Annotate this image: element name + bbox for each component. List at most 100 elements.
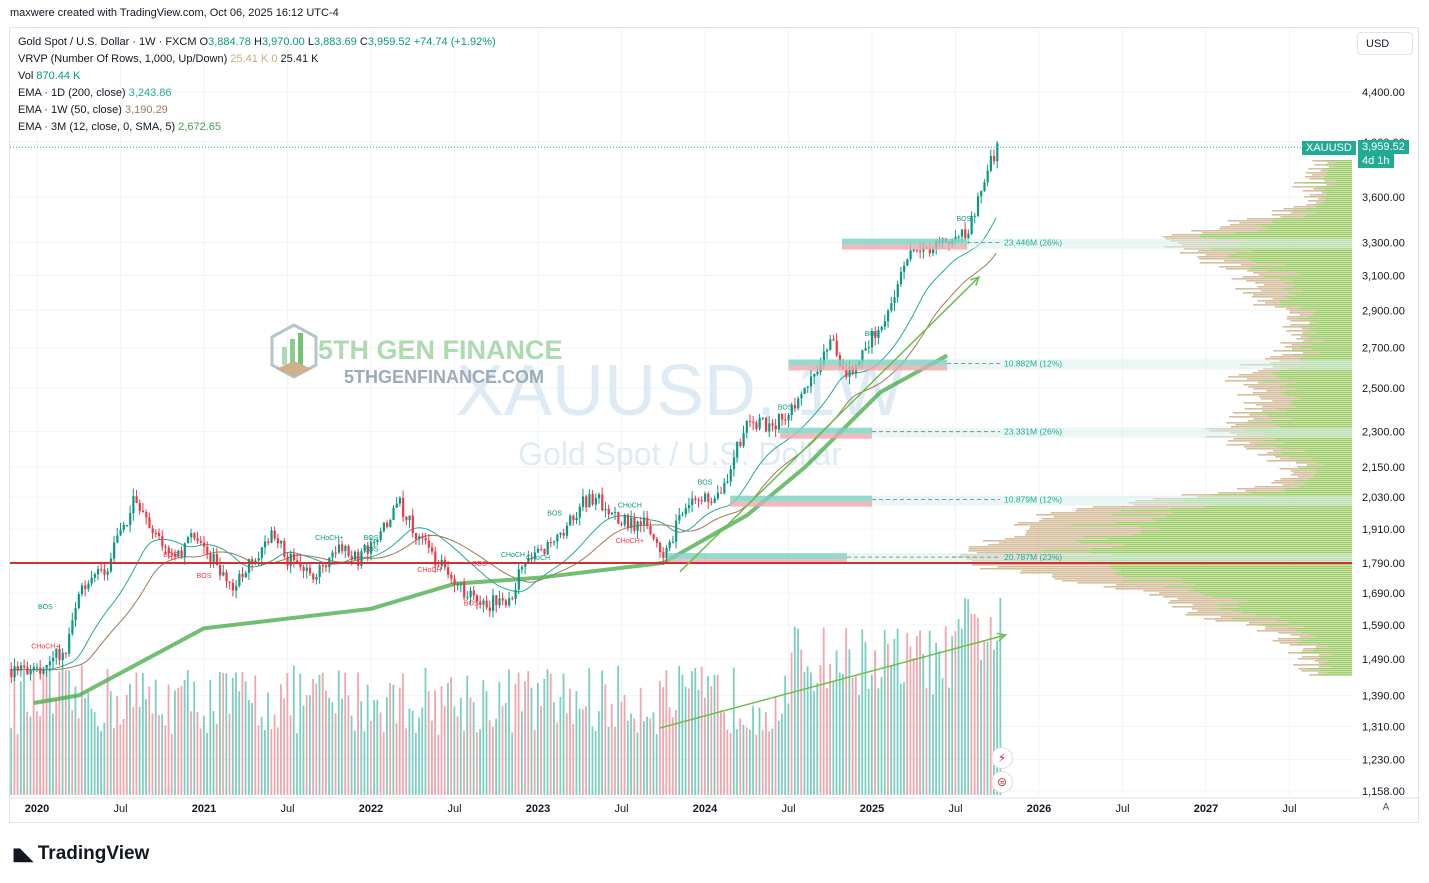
- candle-body: [527, 558, 530, 564]
- volume-bar: [691, 671, 693, 795]
- vp-bar-up: [1297, 642, 1352, 644]
- vp-bar-down: [1301, 650, 1313, 652]
- supply-zone: [668, 559, 847, 565]
- candle-body: [536, 548, 540, 553]
- vp-bar-down: [1025, 534, 1132, 536]
- volume-bar: [357, 672, 359, 795]
- volume-bar: [800, 649, 803, 795]
- candle-body: [540, 548, 543, 550]
- volume-bar: [508, 669, 510, 795]
- vp-bar-down: [1051, 576, 1124, 578]
- vp-bar-down: [1247, 270, 1269, 272]
- candle-body: [530, 558, 533, 560]
- candle-body: [158, 533, 161, 537]
- vp-bar-up: [1279, 370, 1352, 372]
- volume-bar: [299, 673, 302, 795]
- chart-frame[interactable]: [9, 27, 1419, 823]
- volume-bar: [379, 712, 382, 795]
- candle-body: [315, 577, 318, 580]
- vp-bar-down: [1228, 376, 1278, 378]
- vp-bar-up: [1254, 224, 1352, 226]
- volume-bar: [331, 702, 334, 795]
- footer-brand-text: TradingView: [37, 843, 150, 864]
- structure-label: BOS: [547, 510, 562, 517]
- candle-body: [790, 404, 793, 415]
- vp-bar-down: [1290, 470, 1318, 472]
- candle-body: [671, 541, 675, 543]
- volume-bar: [469, 697, 472, 795]
- volume-bar: [369, 721, 372, 795]
- time-tick-label: Jul: [113, 803, 127, 815]
- vp-bar-up: [1290, 400, 1352, 402]
- vp-bar-down: [1270, 356, 1304, 358]
- vp-bar-down: [1220, 616, 1280, 618]
- vp-bar-down: [1253, 294, 1295, 296]
- volume-bar: [960, 628, 963, 795]
- candle-body: [771, 423, 774, 426]
- candle-body: [341, 544, 344, 552]
- volume-bar: [186, 669, 189, 795]
- volume-bar: [919, 630, 921, 795]
- price-tick-label: 3,100.00: [1362, 270, 1405, 282]
- volume-bar: [360, 701, 363, 795]
- vp-bar-up: [1320, 656, 1352, 658]
- volume-bar: [546, 669, 549, 795]
- vp-bar-up: [1083, 536, 1352, 538]
- volume-bar: [687, 688, 690, 795]
- candle-body: [23, 665, 26, 668]
- volume-bar: [739, 718, 742, 795]
- volume-bar: [225, 673, 228, 795]
- vp-bar-down: [1198, 258, 1247, 260]
- volume-bar: [572, 723, 575, 795]
- vp-bar-down: [1026, 532, 1141, 534]
- volume-bar: [202, 715, 205, 795]
- volume-bar: [607, 726, 610, 795]
- volume-bar: [475, 732, 478, 795]
- currency-button[interactable]: USD: [1357, 32, 1413, 55]
- structure-label: BOS: [364, 546, 379, 553]
- volume-bar: [222, 672, 225, 795]
- volume-bar: [280, 684, 282, 795]
- volume-bar: [485, 691, 488, 795]
- volume-bar: [610, 703, 613, 795]
- volume-bar: [626, 720, 629, 795]
- vp-bar-down: [1293, 182, 1304, 184]
- price-tick-label: 4,400.00: [1362, 87, 1405, 99]
- candle-body: [77, 594, 80, 609]
- vp-bar-up: [1334, 184, 1352, 186]
- volume-bar: [64, 669, 67, 795]
- volume-bar: [466, 675, 469, 795]
- auto-scale-button[interactable]: A: [1382, 802, 1390, 813]
- volume-bar: [116, 696, 119, 795]
- volume-bar: [430, 720, 433, 795]
- volume-bar: [906, 632, 909, 795]
- volume-bar: [174, 690, 176, 795]
- volume-bar: [967, 599, 970, 795]
- volume-bar: [119, 724, 122, 795]
- volume-bar: [983, 640, 986, 795]
- lightning-icon[interactable]: ⚡: [991, 747, 1013, 769]
- candle-body: [633, 517, 636, 531]
- candle-body: [826, 349, 829, 352]
- us-flag-icon[interactable]: ⊜: [991, 771, 1013, 793]
- vp-bar-down: [1077, 582, 1183, 584]
- volume-bar: [206, 732, 208, 795]
- vp-bar-down: [1304, 176, 1324, 178]
- candle-body: [877, 330, 880, 338]
- volume-bar: [861, 629, 864, 795]
- candle-body: [960, 229, 964, 237]
- vp-bar-down: [1318, 198, 1326, 200]
- candle-body: [793, 404, 797, 409]
- candle-body: [649, 526, 652, 535]
- vp-bar-up: [1325, 194, 1352, 196]
- vp-bar-down: [1280, 458, 1311, 460]
- vp-bar-down: [1143, 590, 1188, 592]
- volume-bar: [655, 734, 658, 795]
- vp-bar-up: [1319, 664, 1352, 666]
- volume-bar: [922, 653, 925, 795]
- volume-bar: [402, 673, 404, 795]
- candle-body: [736, 441, 739, 458]
- vp-bar-down: [1255, 282, 1285, 284]
- volume-bar: [790, 652, 793, 795]
